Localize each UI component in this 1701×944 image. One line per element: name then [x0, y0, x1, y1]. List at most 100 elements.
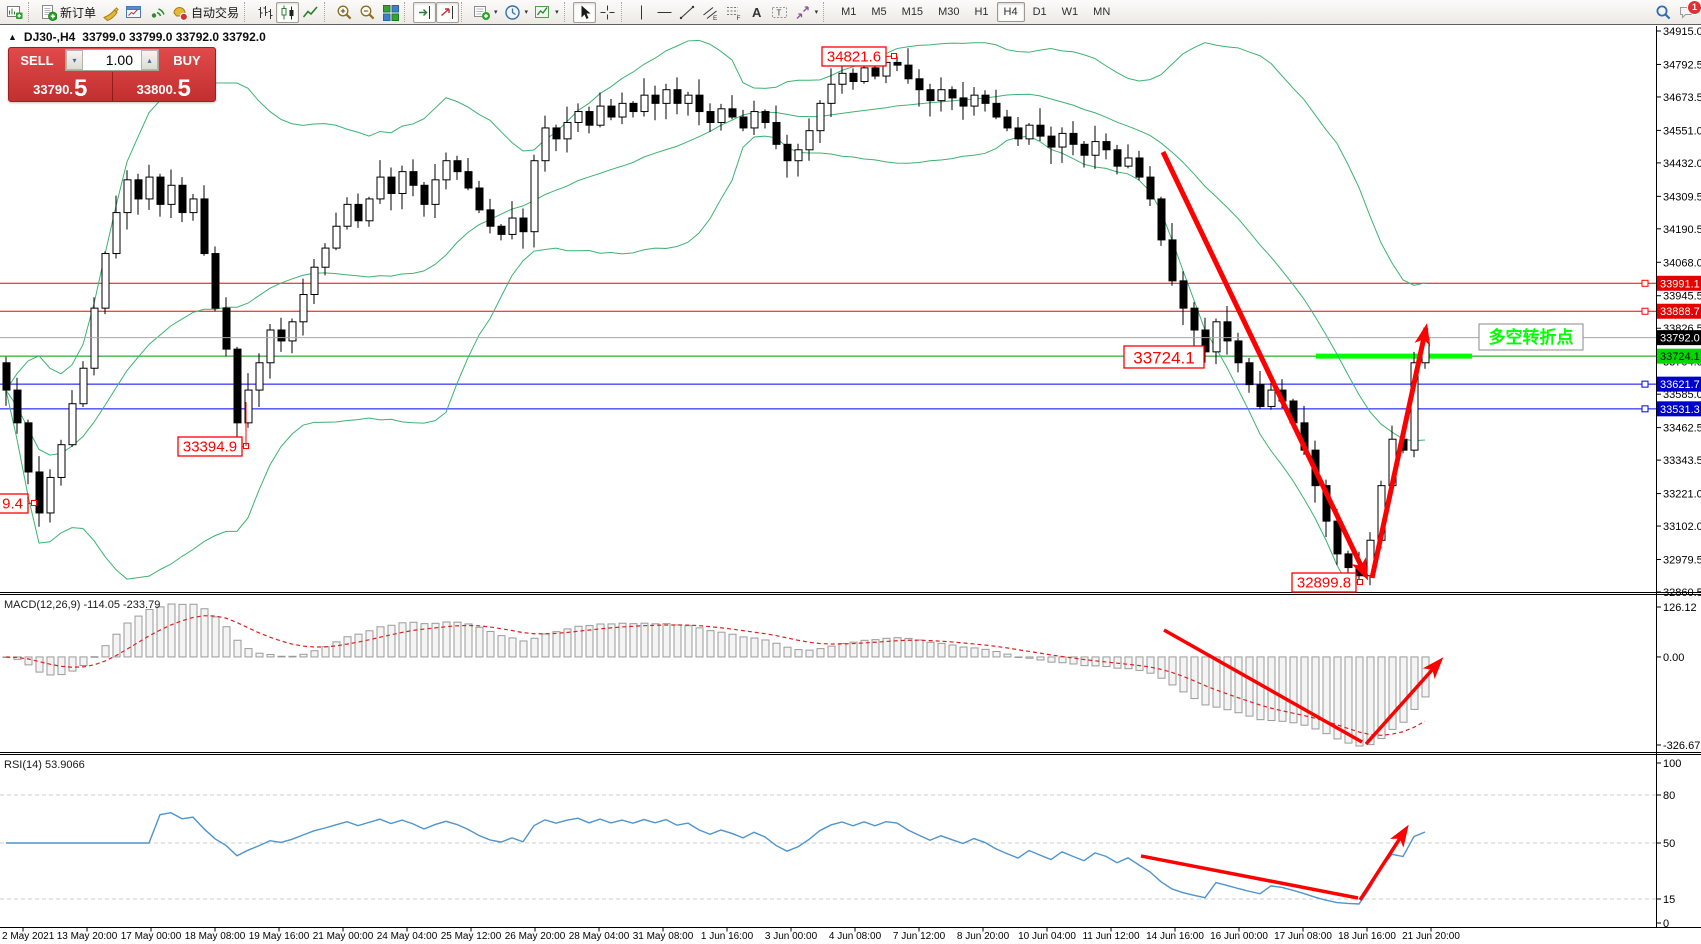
clock-button[interactable]: ▾ [501, 2, 532, 23]
toolbar-separator [823, 2, 830, 22]
fibonacci-button[interactable]: F [722, 2, 745, 23]
svg-text:F: F [736, 15, 740, 21]
timeframe-m30-button[interactable]: M30 [931, 2, 966, 22]
clock-icon [504, 4, 520, 20]
timeframe-h4-button[interactable]: H4 [996, 2, 1025, 22]
line-chart-button[interactable] [299, 2, 322, 23]
turning-point-label[interactable]: 多空转折点 [1478, 323, 1584, 351]
chevron-down-icon: ▾ [494, 9, 498, 16]
svg-text:34190.5: 34190.5 [1663, 224, 1701, 236]
indicators-icon [535, 5, 550, 18]
candlestick-series [2, 48, 1430, 586]
svg-text:34673.5: 34673.5 [1663, 92, 1701, 104]
cursor-button[interactable] [572, 1, 596, 23]
price-annotation[interactable]: 32899.8 [1291, 572, 1363, 593]
crosshair-button[interactable] [596, 2, 619, 23]
bar-chart-icon [258, 5, 273, 19]
chevron-down-icon: ▾ [524, 9, 529, 16]
auto-trading-button[interactable]: 自动交易 [168, 2, 242, 23]
toolbar-separator [620, 2, 628, 22]
svg-text:34915.0: 34915.0 [1663, 26, 1701, 38]
zoom-in-button[interactable] [333, 2, 356, 23]
macd-histogram [2, 603, 1430, 747]
rsi-up-arrow[interactable] [1358, 824, 1409, 901]
date-axis-label: 10 Jun 04:00 [1018, 931, 1076, 942]
price-annotation[interactable]: 33724.1 [1123, 345, 1205, 369]
svg-text:32860.5: 32860.5 [1663, 587, 1701, 599]
svg-text:15: 15 [1663, 894, 1675, 906]
sell-price[interactable]: 33790. 5 [9, 72, 112, 101]
notification-button[interactable]: 1 [1675, 0, 1701, 23]
collapse-panel-toggle[interactable]: ▲ [8, 32, 17, 42]
volume-stepper: ▾ 1.00 ▴ [65, 49, 159, 71]
sell-button[interactable]: SELL [9, 48, 65, 72]
new-chart-button[interactable] [3, 2, 26, 23]
sell-price-main: 33790 [33, 82, 70, 97]
price-annotation[interactable]: 33394.9 [177, 402, 249, 457]
chart-window-button[interactable] [122, 2, 145, 23]
timeframe-m5-button[interactable]: M5 [864, 2, 893, 22]
price-downtrend-arrow[interactable] [1160, 150, 1369, 581]
svg-text:34821.6: 34821.6 [827, 49, 881, 66]
svg-text:33102.0: 33102.0 [1663, 521, 1701, 533]
date-axis-label: 17 Jun 08:00 [1274, 931, 1332, 942]
svg-text:126.12: 126.12 [1663, 602, 1697, 614]
chart-shift-button[interactable] [413, 1, 437, 23]
vline-button[interactable] [630, 2, 653, 23]
price-reversal-up-arrow[interactable] [1369, 323, 1431, 579]
price-annotation[interactable]: 9.4 [0, 493, 37, 514]
buy-price-main: 33800 [136, 82, 173, 97]
macd-up-arrow[interactable] [1364, 657, 1444, 746]
tile-windows-button[interactable] [379, 2, 402, 23]
toolbar-separator [404, 2, 411, 22]
chart-shift-icon [419, 5, 431, 19]
timeframe-d1-button[interactable]: D1 [1026, 2, 1054, 22]
toolbar-separator [28, 2, 35, 22]
bar-chart-button[interactable] [253, 2, 276, 23]
market-watch-button[interactable] [99, 2, 122, 23]
buy-price[interactable]: 33800. 5 [111, 72, 216, 101]
timeframe-w1-button[interactable]: W1 [1055, 2, 1086, 22]
order-plus-button[interactable]: ▾ [470, 2, 501, 23]
timeframe-m1-button[interactable]: M1 [834, 2, 863, 22]
symbol-title: ▲ DJ30-,H4 33799.0 33799.0 33792.0 33792… [8, 30, 266, 44]
svg-text:32899.8: 32899.8 [1297, 575, 1351, 592]
rsi-downtrend-line[interactable] [1140, 854, 1359, 900]
volume-decrease-button[interactable]: ▾ [66, 50, 83, 70]
svg-text:33724.1: 33724.1 [1133, 349, 1194, 368]
text-label-button[interactable]: T [768, 2, 791, 23]
auto-scroll-button[interactable] [436, 1, 460, 23]
search-button[interactable] [1652, 2, 1675, 23]
candlestick-button[interactable] [276, 1, 300, 23]
indicators-button[interactable]: ▾ [531, 2, 562, 23]
buy-button[interactable]: BUY [159, 48, 215, 72]
timeframe-h1-button[interactable]: H1 [967, 2, 995, 22]
toolbar-separator [324, 2, 331, 22]
channel-icon: E [702, 6, 718, 21]
line-chart-icon [302, 5, 318, 18]
svg-text:80: 80 [1663, 790, 1675, 802]
one-click-trading-panel: SELL ▾ 1.00 ▴ BUY 33790. 5 33800. 5 [8, 47, 216, 102]
price-annotation[interactable]: 34821.6 [821, 46, 897, 67]
channel-button[interactable]: E [699, 2, 722, 23]
chart-window-icon [126, 5, 142, 18]
volume-increase-button[interactable]: ▴ [141, 50, 158, 70]
price-axis-badge: 33531.3 [1660, 404, 1700, 416]
timeframe-m15-button[interactable]: M15 [895, 2, 930, 22]
text-button[interactable]: A [745, 2, 768, 23]
arrows-button[interactable]: ▾ [791, 2, 822, 23]
signals-button[interactable] [145, 2, 168, 23]
macd-downtrend-line[interactable] [1163, 628, 1363, 744]
volume-input[interactable]: 1.00 [105, 52, 133, 68]
svg-text:50: 50 [1663, 838, 1675, 850]
timeframe-mn-button[interactable]: MN [1086, 2, 1117, 22]
trendline-button[interactable] [676, 2, 699, 23]
svg-text:T: T [776, 8, 781, 17]
new-order-button[interactable]: 新订单 [37, 2, 99, 23]
date-axis-label: 3 Jun 00:00 [765, 931, 818, 942]
hline-button[interactable] [653, 2, 676, 23]
text-label-icon: T [771, 6, 787, 18]
zoom-out-button[interactable] [356, 2, 379, 23]
date-axis-label: 25 May 12:00 [441, 931, 502, 942]
